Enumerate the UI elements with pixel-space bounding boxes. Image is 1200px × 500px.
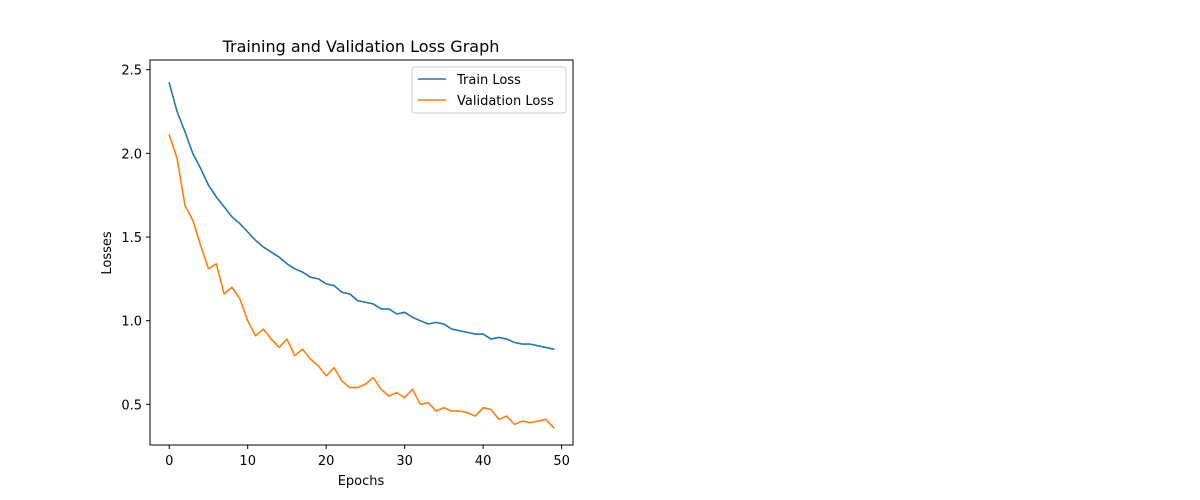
x-axis-ticks: 0 10 20 30 40 50 xyxy=(165,445,570,469)
y-axis-label: Losses xyxy=(100,231,115,275)
y-tick-label: 2.0 xyxy=(121,147,142,162)
y-tick-label: 2.5 xyxy=(121,64,142,79)
legend-label: Validation Loss xyxy=(457,94,554,109)
x-tick-label: 20 xyxy=(318,454,335,469)
y-axis-ticks: 0.5 1.0 1.5 2.0 2.5 xyxy=(121,64,150,413)
plot-area xyxy=(149,59,574,446)
legend-box xyxy=(411,66,567,114)
x-tick-label: 10 xyxy=(239,454,256,469)
x-axis-label: Epochs xyxy=(338,474,385,489)
series-layer xyxy=(168,82,555,429)
x-tick-label: 50 xyxy=(553,454,570,469)
x-tick-label: 30 xyxy=(396,454,413,469)
series-line-train-loss xyxy=(168,82,555,351)
y-tick-label: 1.5 xyxy=(121,231,142,246)
x-tick-label: 40 xyxy=(475,454,492,469)
y-tick-label: 0.5 xyxy=(121,398,142,413)
series-line-validation-loss xyxy=(168,133,555,429)
y-tick-label: 1.0 xyxy=(121,315,142,330)
legend-label: Train Loss xyxy=(456,73,521,88)
axes-frame xyxy=(149,59,574,446)
legend: Train Loss Validation Loss xyxy=(411,66,567,114)
legend-entries: Train Loss Validation Loss xyxy=(418,73,554,109)
chart-title: Training and Validation Loss Graph xyxy=(222,37,500,56)
x-tick-label: 0 xyxy=(165,454,173,469)
